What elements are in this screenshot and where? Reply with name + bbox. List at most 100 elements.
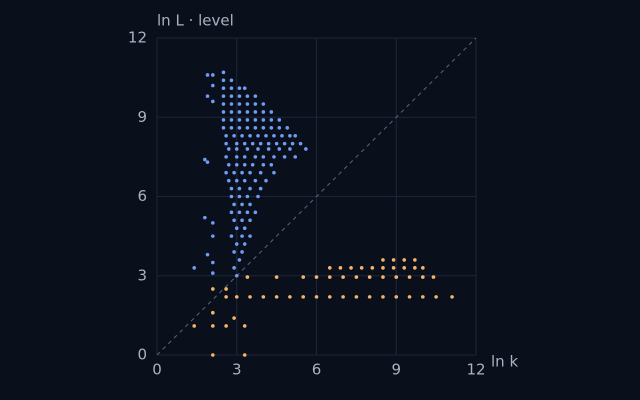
point [242,86,247,90]
point [211,234,215,238]
point [211,73,215,77]
point [272,155,276,159]
diagonal [156,37,477,356]
point [269,126,274,130]
point [413,266,417,270]
point [242,226,247,230]
point [242,163,247,167]
point [402,258,407,262]
point [248,170,252,175]
x-tick-label: 0 [152,361,162,379]
point [261,163,266,167]
point [232,316,236,320]
point [354,275,359,279]
point [413,258,417,262]
point [248,218,252,223]
point [232,133,236,138]
point [327,266,332,270]
point [221,118,226,122]
point [261,126,266,130]
point [266,147,271,151]
point [229,126,234,130]
point [245,147,250,151]
point [234,295,239,299]
point [242,155,247,159]
point [237,194,242,199]
point [301,275,306,279]
point [269,118,274,122]
point [314,275,319,279]
point [367,275,372,279]
point [269,163,274,167]
point [421,266,425,270]
point [248,133,252,138]
point [253,118,258,122]
point [253,126,258,130]
point [205,73,210,77]
point [245,126,250,130]
point [256,194,260,199]
point [258,141,263,146]
point [354,295,359,299]
point [314,295,319,299]
point [221,126,226,130]
point [274,141,279,146]
point [245,118,250,122]
point [381,275,385,279]
point [232,266,236,270]
point [229,118,234,122]
point [381,295,385,299]
point [261,118,266,122]
point [232,202,236,207]
point [261,155,266,159]
point [264,133,268,138]
y-axis-label: ln L · level [157,12,234,30]
point [250,141,255,146]
point [282,141,287,146]
point [226,147,231,151]
point [253,102,258,106]
point [242,353,247,357]
point [248,234,252,238]
point [264,178,268,183]
point [285,126,290,130]
point [367,295,372,299]
point [266,141,271,146]
point [272,170,276,175]
point [261,102,266,106]
point [205,94,210,98]
point [237,258,242,262]
point [245,102,250,106]
point [338,266,343,270]
point [234,178,239,183]
point [211,287,215,291]
point [248,186,252,191]
point [288,295,292,299]
point [242,242,247,246]
point [402,266,407,270]
point [381,266,385,270]
y-tick-label: 6 [137,187,147,205]
point [237,102,242,106]
point [224,324,228,328]
point [221,102,226,106]
point [211,310,215,315]
point [211,271,215,275]
point [269,110,274,114]
point [211,83,215,88]
point [341,295,345,299]
point [237,186,242,191]
point [450,295,454,299]
point [229,86,234,90]
point [229,210,234,215]
point [256,133,260,138]
point [221,86,226,90]
point [394,275,399,279]
point [237,210,242,215]
point [327,295,332,299]
point [234,155,239,159]
point [288,133,292,138]
point [288,147,292,151]
point [211,324,215,328]
